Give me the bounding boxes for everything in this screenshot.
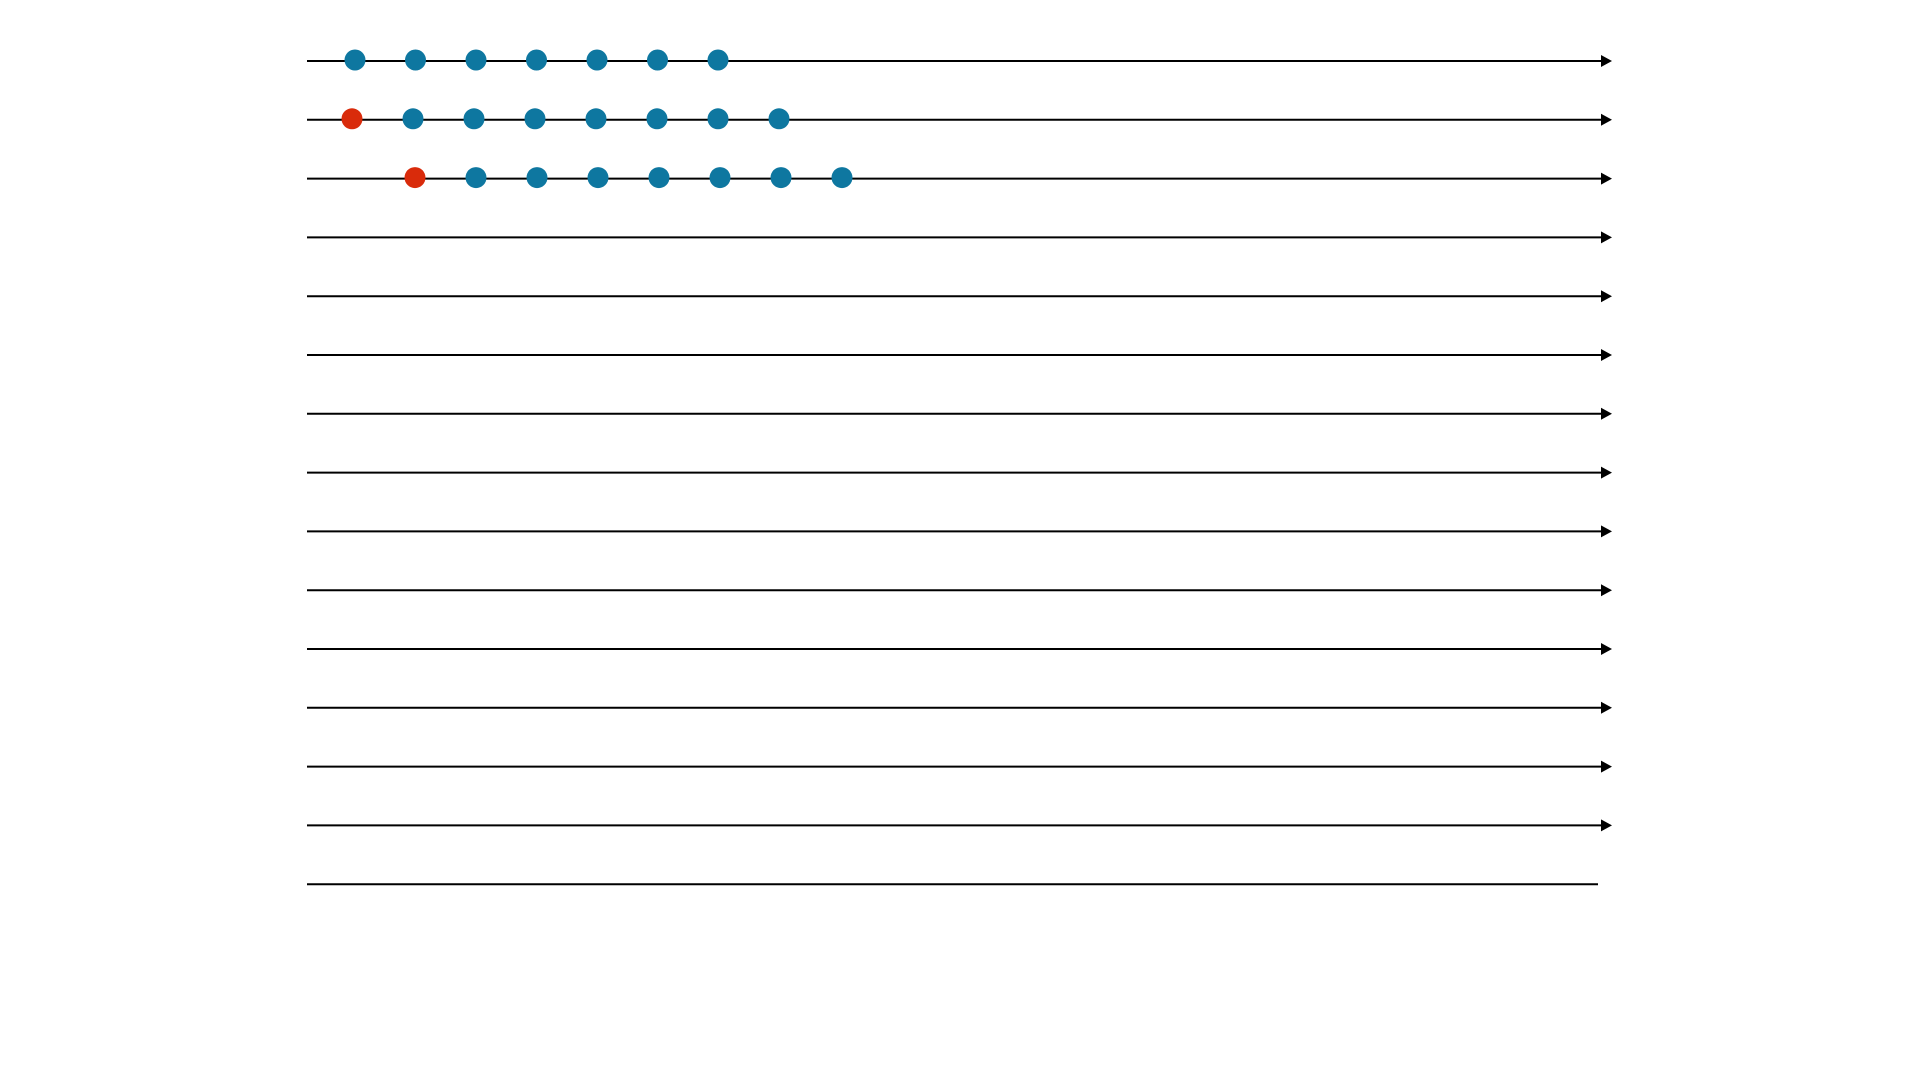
timeline-row-11 xyxy=(307,643,1612,655)
blue-dot xyxy=(586,49,608,71)
blue-dot xyxy=(402,108,424,130)
timeline-row-1 xyxy=(307,49,1612,71)
timeline-row-14 xyxy=(307,819,1612,832)
blue-dot xyxy=(587,167,609,189)
arrow-head-icon xyxy=(1601,466,1612,479)
timeline-row-6 xyxy=(307,349,1612,361)
red-dot xyxy=(341,108,363,130)
blue-dot xyxy=(647,49,668,71)
timeline-row-8 xyxy=(307,466,1612,479)
blue-dot xyxy=(768,108,790,130)
blue-dot xyxy=(770,167,792,189)
timeline-row-7 xyxy=(307,407,1612,420)
timeline-row-3 xyxy=(307,167,1612,189)
arrow-head-icon xyxy=(1601,584,1612,597)
timeline-row-9 xyxy=(307,525,1612,538)
arrow-head-icon xyxy=(1601,643,1612,655)
timeline-row-5 xyxy=(307,290,1612,303)
arrow-head-icon xyxy=(1601,172,1612,185)
blue-dot xyxy=(526,167,548,189)
blue-dot xyxy=(465,49,487,71)
arrow-head-icon xyxy=(1601,701,1612,714)
blue-dot xyxy=(526,49,547,71)
arrow-head-icon xyxy=(1601,113,1612,126)
timeline-row-12 xyxy=(307,701,1612,714)
blue-dot xyxy=(465,167,487,189)
blue-dot xyxy=(585,108,607,130)
blue-dot xyxy=(707,108,729,130)
blue-dot xyxy=(646,108,668,130)
arrow-head-icon xyxy=(1601,760,1612,773)
arrow-head-icon xyxy=(1601,407,1612,420)
timeline-row-4 xyxy=(307,231,1612,244)
blue-dot xyxy=(648,167,670,189)
timeline-row-2 xyxy=(307,108,1612,130)
blue-dot xyxy=(405,49,426,71)
timeline-row-10 xyxy=(307,584,1612,597)
arrow-head-icon xyxy=(1601,290,1612,303)
arrow-head-icon xyxy=(1601,231,1612,244)
red-dot xyxy=(404,167,426,189)
blue-dot xyxy=(831,167,853,189)
timeline-rows xyxy=(307,49,1612,886)
arrow-head-icon xyxy=(1601,525,1612,538)
blue-dot xyxy=(524,108,546,130)
blue-dot xyxy=(463,108,485,130)
arrow-head-icon xyxy=(1601,349,1612,361)
blue-dot xyxy=(344,49,366,71)
blue-dot xyxy=(707,49,729,71)
arrow-head-icon xyxy=(1601,55,1612,67)
timeline-row-13 xyxy=(307,760,1612,773)
blue-dot xyxy=(709,167,731,189)
arrow-head-icon xyxy=(1601,819,1612,832)
